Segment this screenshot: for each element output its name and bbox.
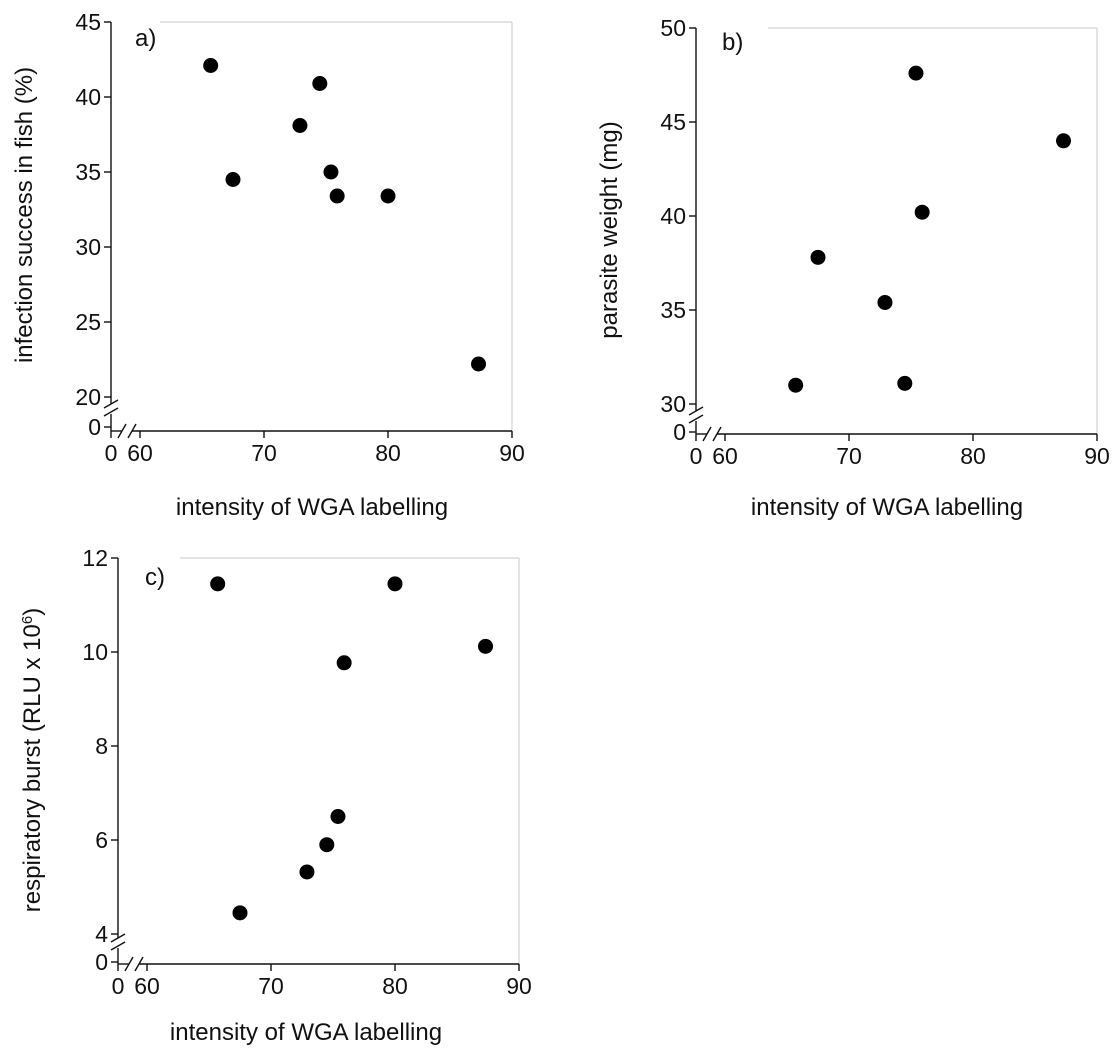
x-axis-break-mark <box>127 423 137 439</box>
scatter-point <box>908 65 924 81</box>
y-tick-label: 0 <box>673 419 686 445</box>
y-tick-label: 50 <box>660 15 686 41</box>
x-tick-label: 70 <box>251 440 277 466</box>
scatter-point <box>914 204 930 220</box>
y-tick-label: 12 <box>82 545 108 571</box>
y-tick-label: 6 <box>95 827 108 853</box>
scatter-point <box>897 375 913 391</box>
x-axis-break-mark <box>702 426 712 442</box>
y-axis-break-mark <box>688 414 704 424</box>
panel-label: c) <box>145 564 165 591</box>
panel-b-chart: 030 35 40 45 50 0 60 70 80 90 intensity of WGA lab… <box>596 15 1110 521</box>
y-axis-break-mark <box>103 399 119 409</box>
x-tick-label: 90 <box>499 440 525 466</box>
x-axis-break-mark <box>117 423 127 439</box>
panel-label: a) <box>135 25 156 52</box>
panel-label: b) <box>722 29 743 56</box>
scatter-point <box>319 837 335 853</box>
scatter-point <box>478 638 494 654</box>
y-tick-label: 20 <box>75 384 101 410</box>
y-axis-label: infection success in fish (%) <box>11 67 38 363</box>
y-tick-label: 30 <box>75 234 101 260</box>
y-axis-break-mark <box>103 407 119 417</box>
scatter-point <box>225 172 241 187</box>
scatter-point <box>471 356 487 372</box>
y-tick-label: 8 <box>95 733 108 759</box>
panel-c-chart: 04 6 8 10 12 0 60 70 80 90 intensity of WGA labell… <box>19 545 532 1046</box>
scatter-point <box>1056 133 1072 149</box>
scatter-point <box>210 576 226 592</box>
y-tick-label: 35 <box>660 297 686 323</box>
x-tick-label: 90 <box>506 973 532 999</box>
y-tick-label: 40 <box>660 203 686 229</box>
scatter-point <box>330 809 346 824</box>
y-tick-label: 35 <box>75 159 101 185</box>
x-axis-label: intensity of WGA labelling <box>751 494 1023 521</box>
y-tick-label: 45 <box>75 9 101 35</box>
scatter-point <box>312 76 328 91</box>
scatter-point <box>299 864 315 880</box>
y-tick-label: 45 <box>660 109 686 135</box>
y-axis-break-mark <box>110 933 126 943</box>
x-tick-label: 0 <box>112 973 125 999</box>
y-tick-label: 0 <box>88 414 101 440</box>
x-tick-label: 90 <box>1084 443 1110 469</box>
x-tick-label: 80 <box>382 973 408 999</box>
y-tick-label: 0 <box>95 949 108 975</box>
y-axis-label: parasite weight (mg) <box>596 121 623 338</box>
x-axis-label: intensity of WGA labelling <box>176 494 448 521</box>
panel-a-chart: 0 20 25 30 35 40 45 0 60 70 80 90 intensity of WGA l… <box>11 9 525 521</box>
x-axis-break-mark <box>124 956 134 972</box>
scatter-point <box>788 377 804 393</box>
scatter-point <box>877 294 893 310</box>
y-axis-label-superscript: 6 <box>19 616 36 624</box>
x-tick-label: 0 <box>690 443 703 469</box>
x-tick-label: 0 <box>105 440 118 466</box>
x-tick-label: 70 <box>836 443 862 469</box>
scatter-point <box>232 905 248 921</box>
x-axis-break-mark <box>712 426 722 442</box>
scatter-point <box>323 164 339 180</box>
scatter-point <box>810 249 826 265</box>
y-axis-break-mark <box>688 406 704 416</box>
y-tick-label: 4 <box>95 921 108 947</box>
y-tick-label: 10 <box>82 639 108 665</box>
x-axis-break-mark <box>134 956 144 972</box>
y-axis-label-suffix: ) <box>19 608 46 616</box>
y-tick-label: 25 <box>75 309 101 335</box>
scatter-point <box>329 188 345 204</box>
y-axis-label: respiratory burst (RLU x 106) <box>19 608 47 912</box>
x-tick-label: 60 <box>134 973 160 999</box>
y-tick-label: 40 <box>75 84 101 110</box>
x-axis-label: intensity of WGA labelling <box>170 1019 442 1046</box>
scatter-point <box>292 118 308 133</box>
scatter-point <box>387 576 403 592</box>
scatter-point <box>336 655 352 671</box>
scatter-point <box>380 188 396 204</box>
x-tick-label: 70 <box>258 973 284 999</box>
x-tick-label: 60 <box>127 440 153 466</box>
x-tick-label: 80 <box>960 443 986 469</box>
x-tick-label: 60 <box>712 443 738 469</box>
y-tick-label: 30 <box>660 391 686 417</box>
y-axis-break-mark <box>110 941 126 951</box>
x-tick-label: 80 <box>375 440 401 466</box>
scatter-point <box>203 58 219 73</box>
